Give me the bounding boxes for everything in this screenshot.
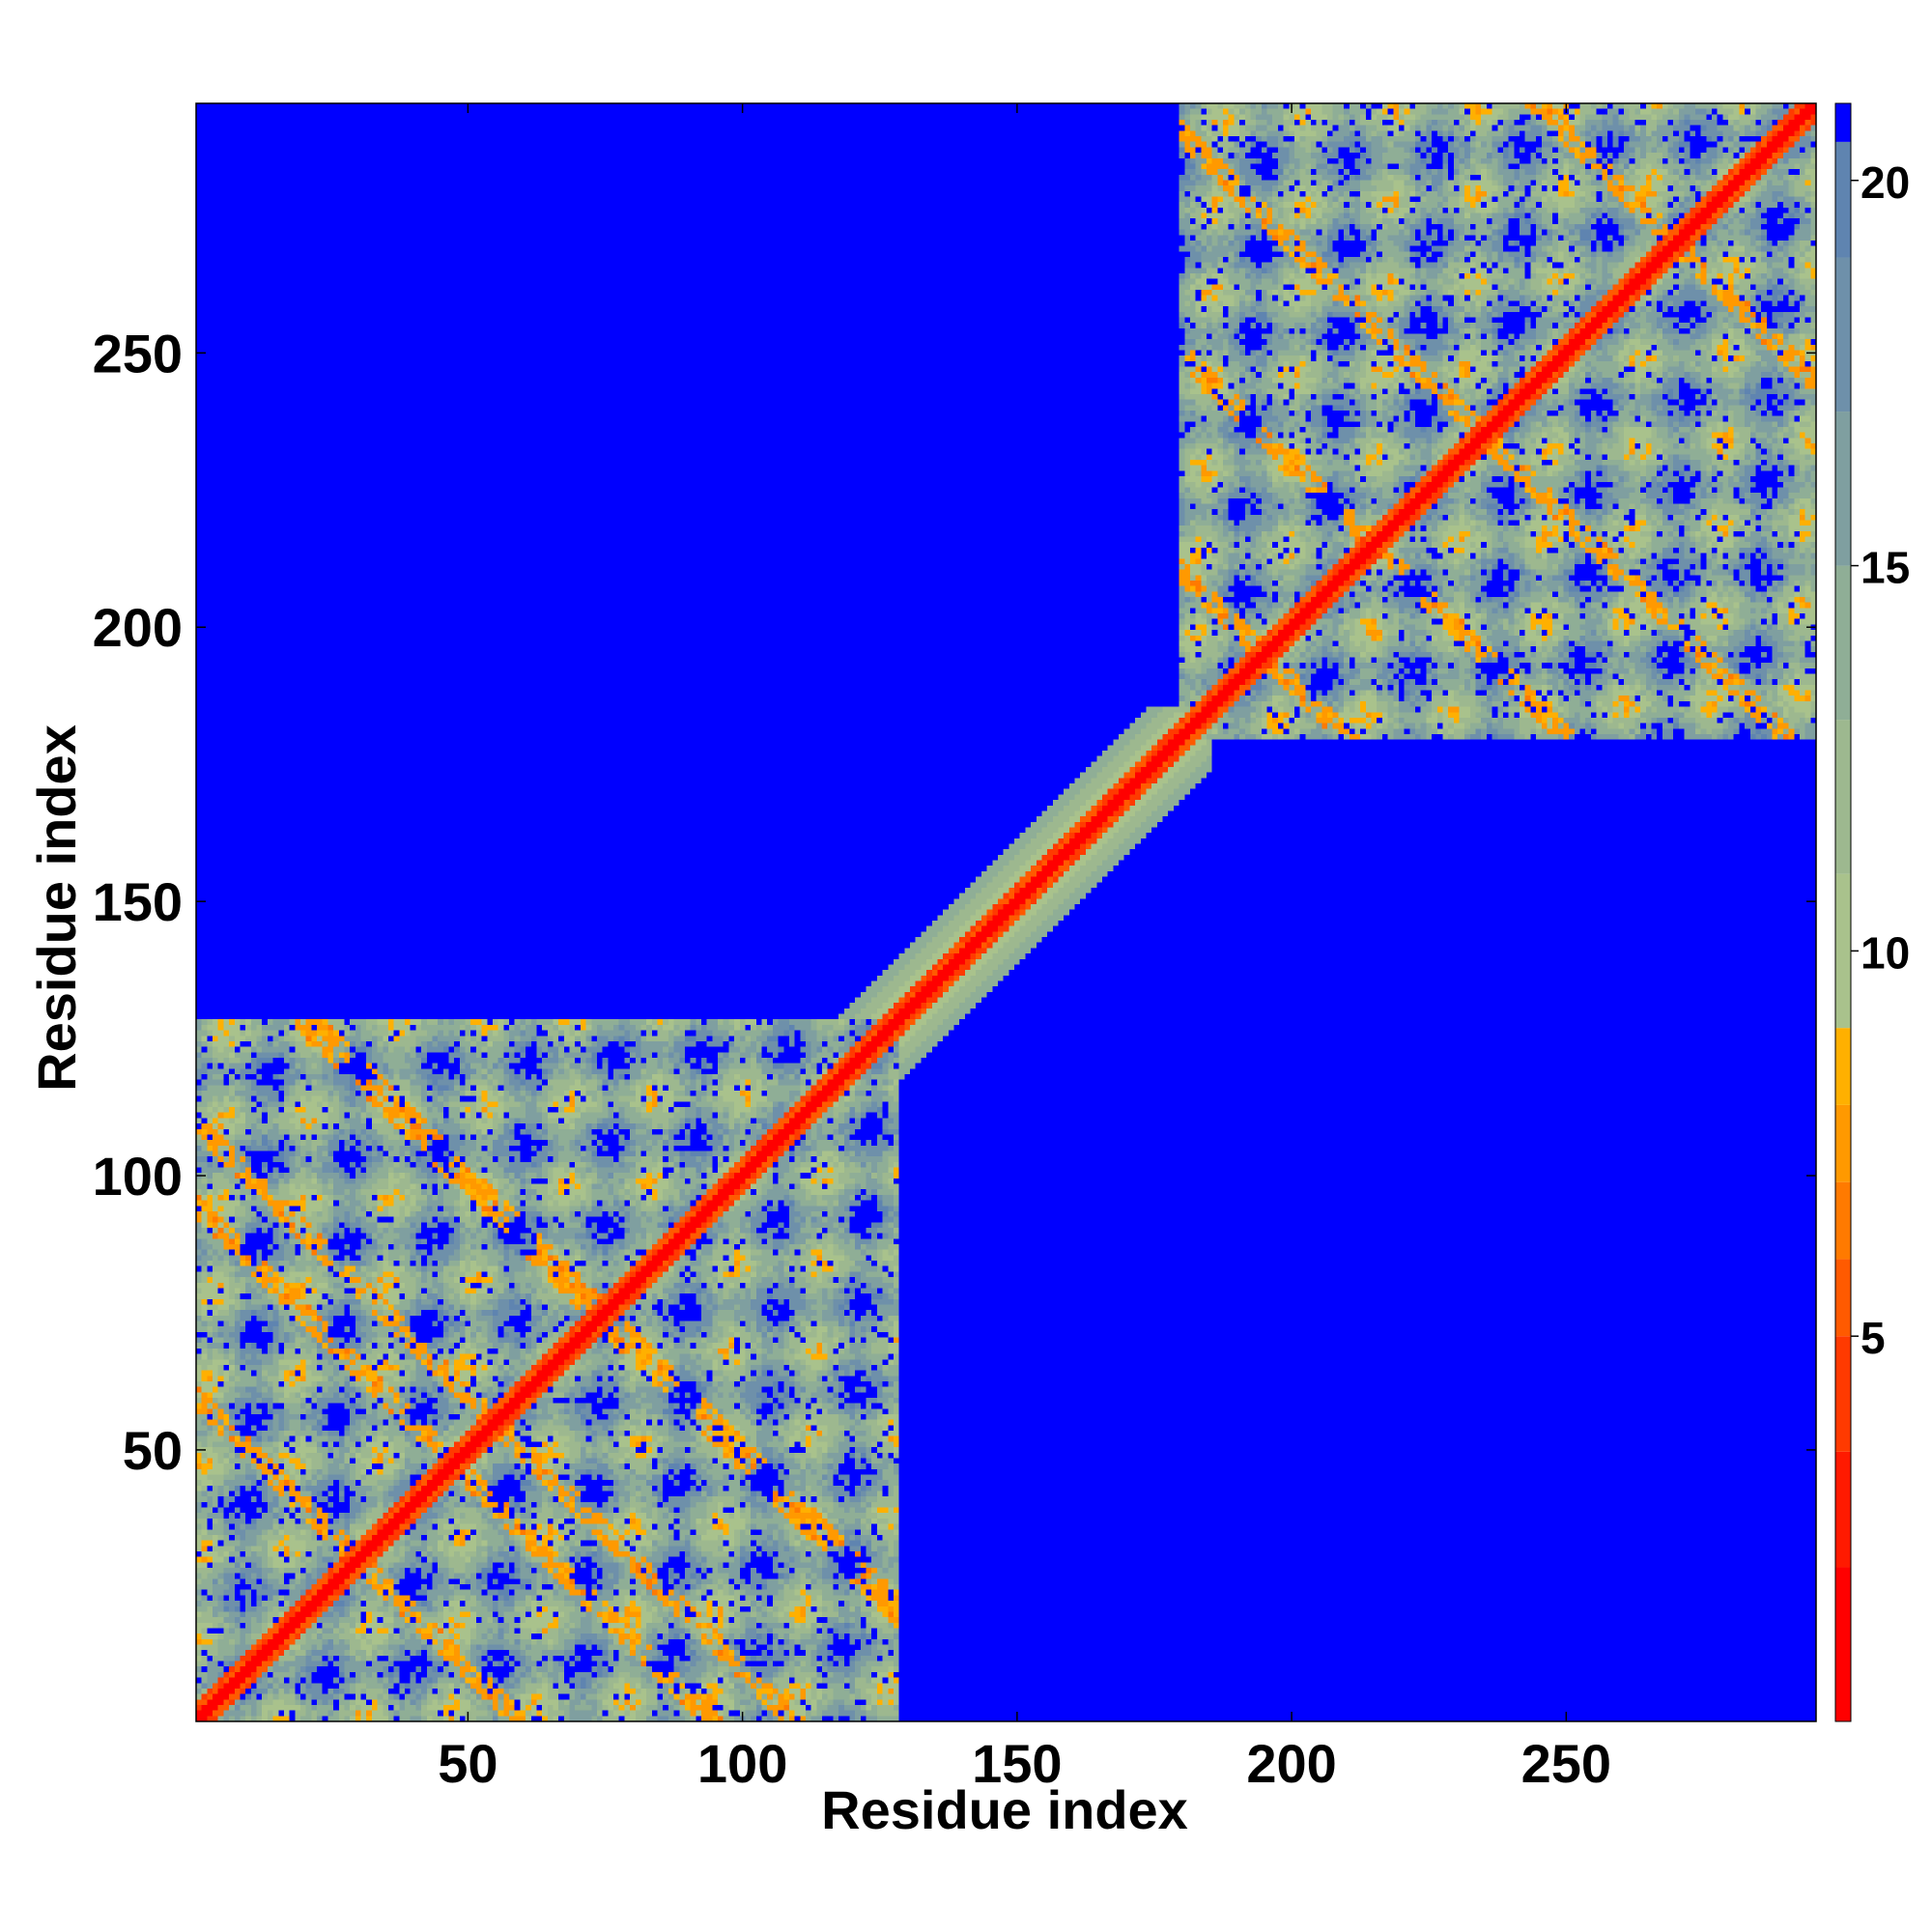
colorbar-tick-label: 20: [1861, 157, 1910, 208]
colorbar-segment: [1835, 1451, 1851, 1568]
y-tick-label: 150: [93, 871, 183, 932]
y-tick-label: 100: [93, 1146, 183, 1207]
x-tick-label: 250: [1521, 1733, 1611, 1794]
colorbar-segment: [1835, 1028, 1851, 1105]
y-axis-label: Residue index: [26, 724, 87, 1092]
x-axis-label: Residue index: [821, 1779, 1188, 1840]
colorbar-segment: [1835, 412, 1851, 566]
y-tick-label: 50: [123, 1420, 183, 1481]
colorbar-tick-label: 10: [1861, 927, 1910, 978]
plot-frame: [195, 102, 1817, 1722]
colorbar-segment: [1835, 873, 1851, 1029]
x-tick-label: 200: [1246, 1733, 1336, 1794]
axes: 50 100 150 200 250 50 100 150 200 250: [93, 103, 1816, 1794]
y-tick-label: 250: [93, 323, 183, 384]
colorbar-segment: [1835, 1336, 1851, 1452]
x-tick-label: 100: [697, 1733, 787, 1794]
heatmap-cells: [196, 103, 1816, 1721]
colorbar-segment: [1835, 257, 1851, 412]
heatmap-plot-area: [195, 102, 1817, 1722]
colorbar-tick-label: 5: [1861, 1313, 1886, 1363]
colorbar-segment: [1835, 1104, 1851, 1182]
colorbar-segment: [1835, 1259, 1851, 1337]
colorbar-segment: [1835, 720, 1851, 874]
colorbar-segment: [1835, 1181, 1851, 1260]
colorbar: 5 10 15 20: [1834, 102, 1910, 1722]
colorbar-tick-label: 15: [1861, 543, 1910, 593]
x-tick-label: 150: [972, 1733, 1062, 1794]
colorbar-segment: [1835, 103, 1851, 142]
y-tick-label: 200: [93, 597, 183, 658]
colorbar-frame: [1834, 102, 1852, 1722]
colorbar-segment: [1835, 1567, 1851, 1721]
colorbar-segment: [1835, 141, 1851, 258]
colorbar-segment: [1835, 565, 1851, 721]
x-tick-label: 50: [438, 1733, 497, 1794]
